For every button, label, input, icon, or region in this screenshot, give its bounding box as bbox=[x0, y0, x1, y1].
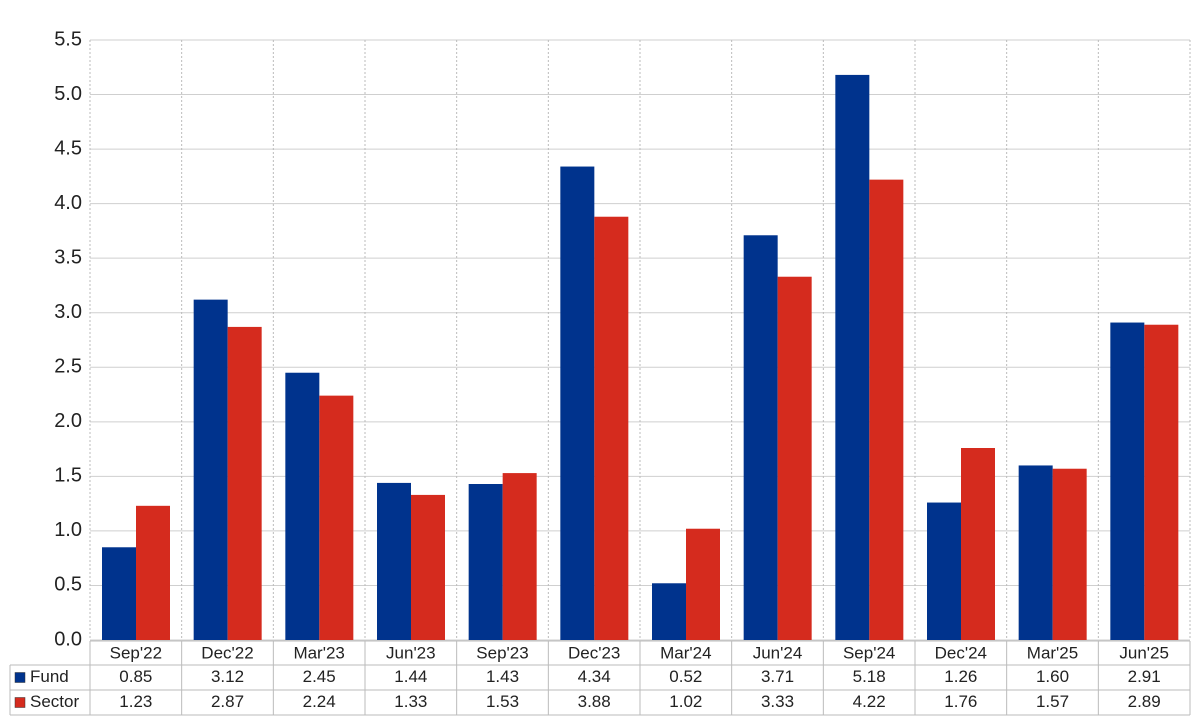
y-tick-label: 4.0 bbox=[54, 192, 82, 214]
x-tick-label: Mar'23 bbox=[293, 643, 344, 662]
table-value: 1.02 bbox=[669, 692, 702, 711]
bar bbox=[377, 482, 411, 640]
bar bbox=[193, 299, 228, 640]
bar bbox=[743, 235, 778, 641]
bar bbox=[777, 276, 812, 640]
table-value: 1.53 bbox=[486, 692, 519, 711]
legend-swatch bbox=[14, 672, 26, 683]
table-value: 0.52 bbox=[669, 667, 702, 686]
legend-swatch bbox=[14, 697, 26, 708]
x-tick-label: Mar'24 bbox=[660, 643, 711, 662]
x-tick-label: Dec'23 bbox=[568, 643, 620, 662]
table-value: 2.87 bbox=[211, 692, 244, 711]
bar bbox=[652, 583, 686, 640]
x-tick-label: Mar'25 bbox=[1027, 643, 1078, 662]
bar bbox=[502, 473, 537, 640]
table-value: 2.89 bbox=[1128, 692, 1161, 711]
bar bbox=[1144, 324, 1179, 640]
y-tick-label: 2.5 bbox=[54, 356, 82, 378]
table-value: 2.24 bbox=[303, 692, 336, 711]
table-value: 3.71 bbox=[761, 667, 794, 686]
bar bbox=[560, 166, 595, 640]
table-value: 1.76 bbox=[944, 692, 977, 711]
y-tick-label: 2.0 bbox=[54, 410, 82, 432]
table-value: 3.33 bbox=[761, 692, 794, 711]
bar bbox=[102, 547, 136, 640]
legend-label: Fund bbox=[30, 667, 69, 686]
x-tick-label: Jun'25 bbox=[1119, 643, 1169, 662]
table-value: 1.23 bbox=[119, 692, 152, 711]
bar bbox=[594, 216, 629, 640]
table-value: 1.33 bbox=[394, 692, 427, 711]
x-tick-label: Dec'22 bbox=[201, 643, 253, 662]
bar bbox=[927, 502, 961, 640]
y-tick-label: 0.0 bbox=[54, 628, 82, 650]
bar bbox=[227, 326, 262, 640]
table-value: 1.43 bbox=[486, 667, 519, 686]
bar bbox=[411, 494, 445, 640]
y-tick-label: 4.5 bbox=[54, 137, 82, 159]
bar bbox=[1052, 468, 1087, 640]
bar bbox=[285, 372, 320, 640]
x-tick-label: Dec'24 bbox=[935, 643, 987, 662]
table-value: 1.57 bbox=[1036, 692, 1069, 711]
table-value: 4.22 bbox=[853, 692, 886, 711]
y-tick-label: 5.0 bbox=[54, 83, 82, 105]
table-value: 3.12 bbox=[211, 667, 244, 686]
bar bbox=[869, 179, 904, 641]
table-value: 1.60 bbox=[1036, 667, 1069, 686]
table-value: 1.26 bbox=[944, 667, 977, 686]
table-value: 2.45 bbox=[303, 667, 336, 686]
table-value: 1.44 bbox=[394, 667, 427, 686]
y-tick-label: 5.5 bbox=[54, 28, 82, 50]
table-value: 2.91 bbox=[1128, 667, 1161, 686]
y-tick-label: 3.5 bbox=[54, 246, 82, 268]
bar bbox=[319, 395, 354, 640]
x-tick-label: Sep'24 bbox=[843, 643, 895, 662]
bar bbox=[1018, 465, 1053, 640]
x-tick-label: Jun'24 bbox=[753, 643, 803, 662]
y-tick-label: 1.0 bbox=[54, 519, 82, 541]
bar bbox=[686, 528, 720, 640]
table-value: 5.18 bbox=[853, 667, 886, 686]
table-value: 0.85 bbox=[119, 667, 152, 686]
table-value: 3.88 bbox=[578, 692, 611, 711]
bar bbox=[961, 448, 995, 640]
bar bbox=[468, 484, 503, 640]
bar bbox=[835, 74, 870, 641]
table-value: 4.34 bbox=[578, 667, 611, 686]
x-tick-label: Sep'23 bbox=[476, 643, 528, 662]
y-tick-label: 1.5 bbox=[54, 465, 82, 487]
x-tick-label: Jun'23 bbox=[386, 643, 436, 662]
x-tick-label: Sep'22 bbox=[110, 643, 162, 662]
y-tick-label: 0.5 bbox=[54, 574, 82, 596]
bar bbox=[136, 505, 170, 640]
bar bbox=[1110, 322, 1145, 640]
y-tick-label: 3.0 bbox=[54, 301, 82, 323]
legend-label: Sector bbox=[30, 692, 79, 711]
